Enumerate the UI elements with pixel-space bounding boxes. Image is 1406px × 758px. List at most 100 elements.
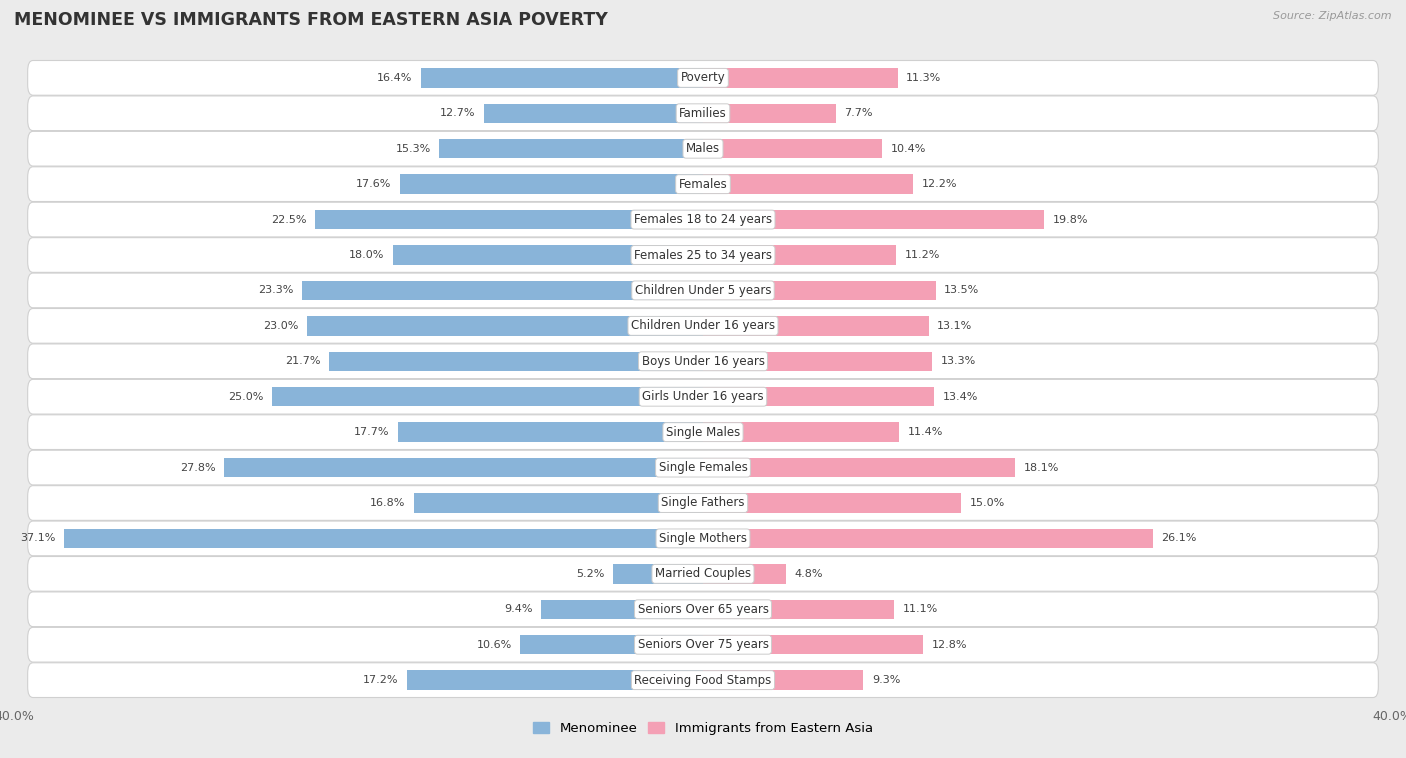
Text: 22.5%: 22.5%: [271, 215, 307, 224]
Bar: [398, 422, 703, 442]
Text: 18.0%: 18.0%: [349, 250, 384, 260]
Bar: [399, 174, 703, 194]
Bar: [703, 493, 962, 512]
FancyBboxPatch shape: [28, 96, 1378, 130]
Bar: [406, 670, 703, 690]
Text: 25.0%: 25.0%: [228, 392, 264, 402]
FancyBboxPatch shape: [28, 379, 1378, 414]
Text: 37.1%: 37.1%: [20, 534, 55, 543]
Text: 21.7%: 21.7%: [285, 356, 321, 366]
Text: Females 18 to 24 years: Females 18 to 24 years: [634, 213, 772, 226]
FancyBboxPatch shape: [28, 415, 1378, 449]
Bar: [307, 316, 703, 336]
Bar: [273, 387, 703, 406]
Bar: [703, 68, 897, 88]
Text: Source: ZipAtlas.com: Source: ZipAtlas.com: [1274, 11, 1392, 21]
Text: 16.8%: 16.8%: [370, 498, 405, 508]
FancyBboxPatch shape: [28, 202, 1378, 237]
Text: Married Couples: Married Couples: [655, 567, 751, 581]
Text: 23.0%: 23.0%: [263, 321, 298, 330]
Bar: [703, 422, 900, 442]
Text: 17.6%: 17.6%: [356, 179, 391, 190]
Text: Females: Females: [679, 177, 727, 191]
Bar: [703, 635, 924, 654]
Text: 17.7%: 17.7%: [354, 428, 389, 437]
Text: 12.7%: 12.7%: [440, 108, 475, 118]
Text: 11.4%: 11.4%: [908, 428, 943, 437]
FancyBboxPatch shape: [28, 61, 1378, 96]
Bar: [413, 493, 703, 512]
Bar: [703, 280, 935, 300]
Bar: [329, 352, 703, 371]
Text: 19.8%: 19.8%: [1053, 215, 1088, 224]
Text: Families: Families: [679, 107, 727, 120]
Bar: [703, 387, 934, 406]
Text: Receiving Food Stamps: Receiving Food Stamps: [634, 674, 772, 687]
Bar: [613, 564, 703, 584]
Text: 15.3%: 15.3%: [395, 144, 430, 154]
Text: Seniors Over 75 years: Seniors Over 75 years: [637, 638, 769, 651]
Text: Single Mothers: Single Mothers: [659, 532, 747, 545]
Bar: [703, 104, 835, 123]
Text: 9.3%: 9.3%: [872, 675, 900, 685]
Bar: [703, 528, 1153, 548]
Legend: Menominee, Immigrants from Eastern Asia: Menominee, Immigrants from Eastern Asia: [529, 717, 877, 741]
FancyBboxPatch shape: [28, 167, 1378, 202]
Text: Females 25 to 34 years: Females 25 to 34 years: [634, 249, 772, 262]
FancyBboxPatch shape: [28, 592, 1378, 627]
Text: 11.3%: 11.3%: [907, 73, 942, 83]
FancyBboxPatch shape: [28, 344, 1378, 379]
FancyBboxPatch shape: [28, 486, 1378, 520]
Text: 12.8%: 12.8%: [932, 640, 967, 650]
FancyBboxPatch shape: [28, 273, 1378, 308]
Text: 13.5%: 13.5%: [945, 286, 980, 296]
Text: Single Males: Single Males: [666, 426, 740, 439]
Bar: [420, 68, 703, 88]
Bar: [302, 280, 703, 300]
Text: 7.7%: 7.7%: [844, 108, 873, 118]
Text: Single Fathers: Single Fathers: [661, 496, 745, 509]
Text: 5.2%: 5.2%: [576, 568, 605, 579]
Text: 18.1%: 18.1%: [1024, 462, 1059, 472]
FancyBboxPatch shape: [28, 309, 1378, 343]
Text: Children Under 16 years: Children Under 16 years: [631, 319, 775, 332]
FancyBboxPatch shape: [28, 662, 1378, 697]
Bar: [703, 139, 882, 158]
Text: 10.4%: 10.4%: [891, 144, 927, 154]
Text: Poverty: Poverty: [681, 71, 725, 84]
Text: Girls Under 16 years: Girls Under 16 years: [643, 390, 763, 403]
Text: 27.8%: 27.8%: [180, 462, 215, 472]
Bar: [703, 316, 928, 336]
FancyBboxPatch shape: [28, 521, 1378, 556]
FancyBboxPatch shape: [28, 556, 1378, 591]
Text: 4.8%: 4.8%: [794, 568, 823, 579]
Bar: [703, 564, 786, 584]
Text: 11.2%: 11.2%: [904, 250, 939, 260]
Bar: [224, 458, 703, 478]
FancyBboxPatch shape: [28, 628, 1378, 662]
Text: Seniors Over 65 years: Seniors Over 65 years: [637, 603, 769, 615]
Bar: [65, 528, 703, 548]
FancyBboxPatch shape: [28, 131, 1378, 166]
Text: 10.6%: 10.6%: [477, 640, 512, 650]
Text: 12.2%: 12.2%: [922, 179, 957, 190]
Bar: [703, 210, 1045, 230]
Bar: [315, 210, 703, 230]
Text: 11.1%: 11.1%: [903, 604, 938, 614]
Bar: [520, 635, 703, 654]
Bar: [703, 246, 896, 265]
Text: Males: Males: [686, 143, 720, 155]
Text: 9.4%: 9.4%: [503, 604, 533, 614]
FancyBboxPatch shape: [28, 238, 1378, 272]
Text: Boys Under 16 years: Boys Under 16 years: [641, 355, 765, 368]
Text: 13.1%: 13.1%: [938, 321, 973, 330]
Bar: [541, 600, 703, 619]
Text: MENOMINEE VS IMMIGRANTS FROM EASTERN ASIA POVERTY: MENOMINEE VS IMMIGRANTS FROM EASTERN ASI…: [14, 11, 607, 30]
FancyBboxPatch shape: [28, 450, 1378, 485]
Bar: [703, 352, 932, 371]
Bar: [484, 104, 703, 123]
Bar: [392, 246, 703, 265]
Text: 23.3%: 23.3%: [257, 286, 292, 296]
Bar: [703, 600, 894, 619]
Text: Children Under 5 years: Children Under 5 years: [634, 284, 772, 297]
